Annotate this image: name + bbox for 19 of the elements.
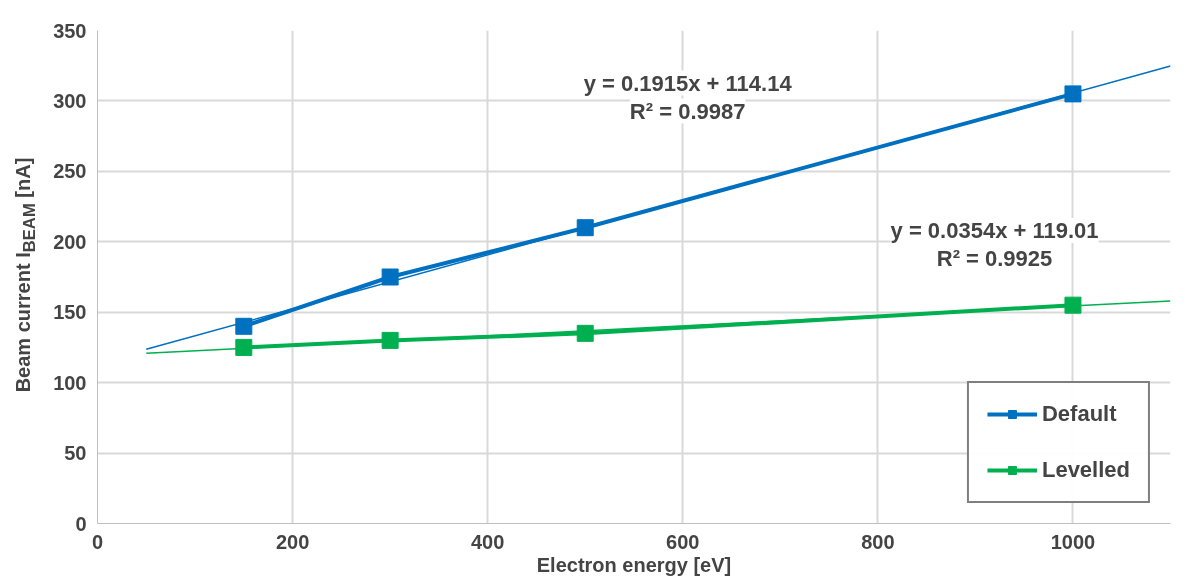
annotation: y = 0.0354x + 119.01 R² = 0.9925 — [890, 217, 1099, 271]
x-tick-label: 1000 — [1050, 530, 1096, 553]
annotation: y = 0.1915x + 114.14 R² = 0.9987 — [583, 70, 793, 124]
legend-label: Default — [1041, 401, 1117, 427]
legend-label: Levelled — [1041, 457, 1130, 483]
x-axis-title: Electron energy [eV] — [536, 553, 732, 576]
y-tick-label: 50 — [64, 442, 87, 465]
y-tick-label: 300 — [53, 89, 87, 112]
x-tick-label: 0 — [91, 530, 104, 553]
y-tick-label: 0 — [75, 512, 87, 535]
y-tick-label: 250 — [53, 160, 87, 183]
x-tick-label: 800 — [861, 530, 895, 553]
y-tick-label: 100 — [53, 371, 87, 394]
y-tick-label: 350 — [53, 19, 87, 42]
x-tick-label: 400 — [471, 530, 505, 553]
y-tick-label: 150 — [53, 301, 87, 324]
x-tick-label: 600 — [666, 530, 700, 553]
y-tick-label: 200 — [53, 230, 87, 253]
x-tick-label: 200 — [275, 530, 310, 553]
